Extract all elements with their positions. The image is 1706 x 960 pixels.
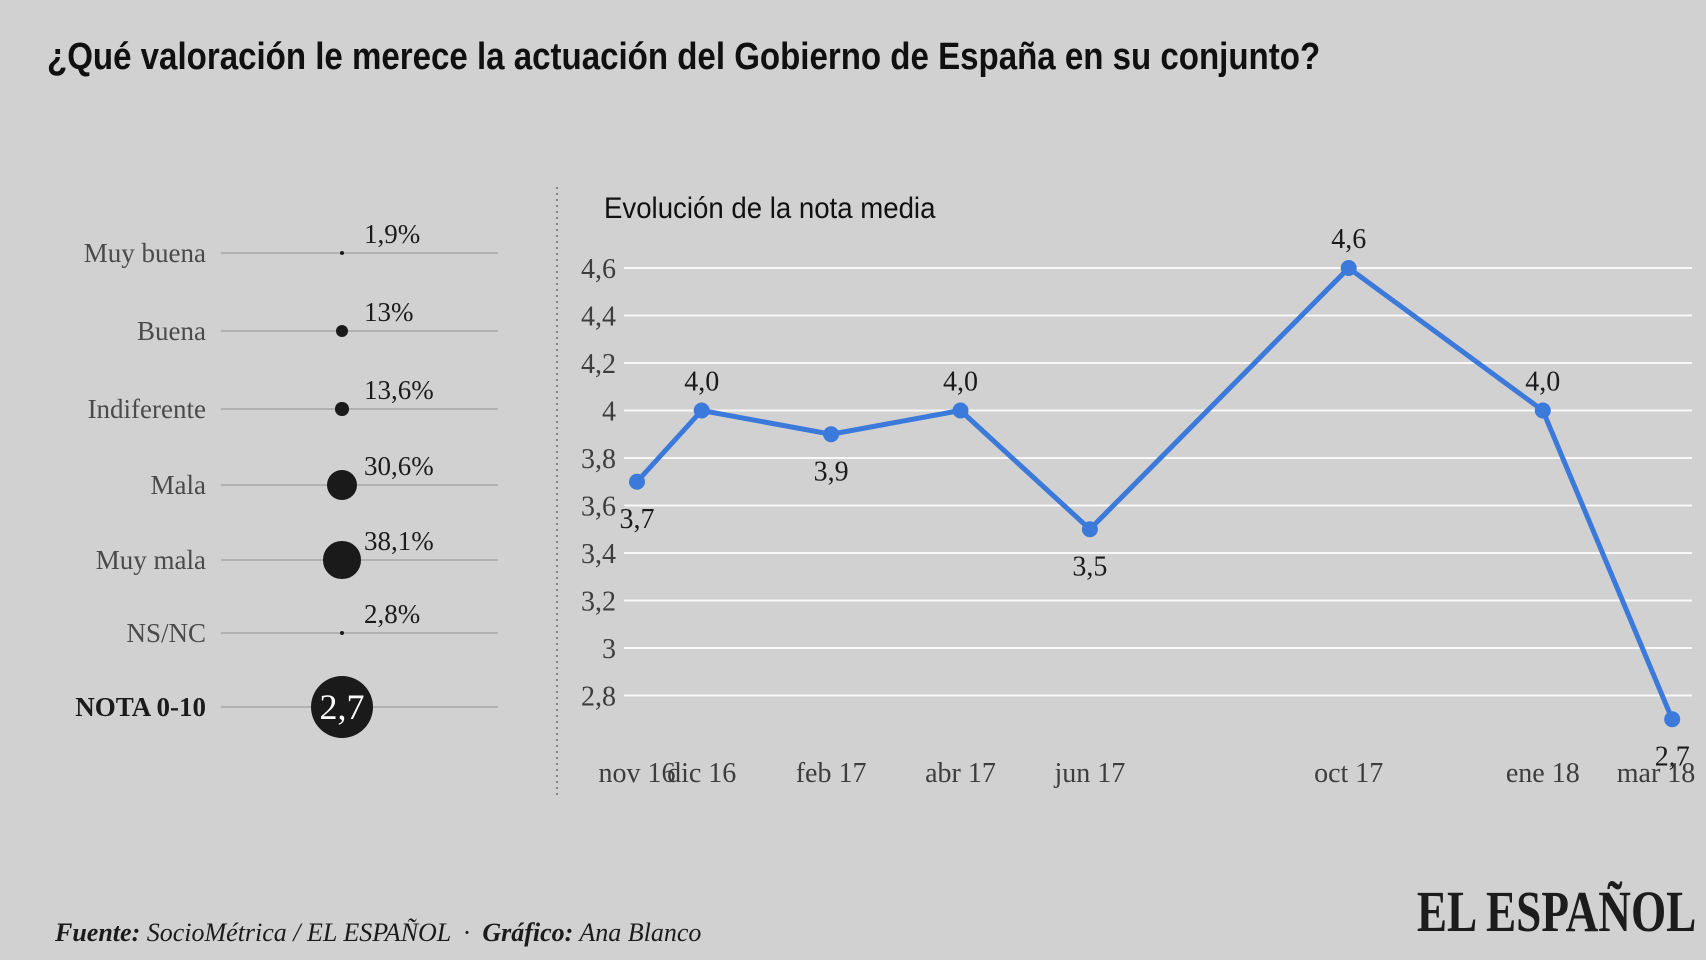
data-point-label: 4,0 xyxy=(684,367,719,398)
x-tick-label: nov 16 xyxy=(599,758,676,789)
dotplot-row-label: Buena xyxy=(137,316,206,346)
nota-bubble xyxy=(311,676,373,738)
dotplot-bubble xyxy=(327,470,357,500)
dotplot-leader-line xyxy=(221,632,498,634)
x-tick-label: ene 18 xyxy=(1506,758,1580,789)
x-tick-label: dic 16 xyxy=(667,758,736,789)
dotplot-value-label: 1,9% xyxy=(364,219,421,249)
dotplot-bubble xyxy=(323,541,361,579)
nota-value: 2,7 xyxy=(319,687,365,727)
data-point xyxy=(1664,711,1681,728)
y-tick-label: 4 xyxy=(602,397,616,428)
dotplot-value-label: 13,6% xyxy=(364,375,434,405)
y-tick-label: 4,6 xyxy=(581,254,616,285)
dotplot-bubble xyxy=(340,251,344,255)
dotplot-row-label: Muy mala xyxy=(95,545,206,575)
data-point xyxy=(693,402,710,419)
dotplot-bubble xyxy=(340,631,344,635)
data-point-label: 3,9 xyxy=(814,456,849,487)
dotplot-row-label: Indiferente xyxy=(87,394,206,424)
source-text: SocioMétrica / EL ESPAÑOL xyxy=(146,918,451,947)
y-tick-label: 3,4 xyxy=(581,539,616,570)
line-chart-title: Evolución de la nota media xyxy=(604,192,936,225)
dotplot-leader-line xyxy=(221,252,498,254)
y-tick-label: 3,6 xyxy=(581,492,616,523)
data-point xyxy=(952,402,969,419)
y-tick-label: 3,8 xyxy=(581,444,616,475)
data-point xyxy=(1340,260,1357,276)
nota-row-label: NOTA 0-10 xyxy=(75,692,206,722)
line-series xyxy=(634,265,1675,722)
credit-label: Gráfico: xyxy=(482,918,574,947)
source-credit: Fuente: SocioMétrica / EL ESPAÑOL · Gráf… xyxy=(55,918,701,948)
x-tick-label: oct 17 xyxy=(1314,758,1383,789)
el-espanol-logo: EL ESPAÑOL xyxy=(1416,879,1696,944)
data-point xyxy=(629,473,645,490)
dotplot-leader-line xyxy=(221,330,498,332)
dotplot-leader-line xyxy=(221,408,498,410)
separator: · xyxy=(463,918,470,947)
dotplot-row-label: Mala xyxy=(150,470,206,500)
source-label: Fuente: xyxy=(55,918,141,947)
dotplot-leader-line xyxy=(221,484,498,486)
y-tick-label: 3 xyxy=(602,634,616,665)
y-tick-label: 4,2 xyxy=(581,349,616,380)
x-tick-label: abr 17 xyxy=(925,758,996,789)
rating-distribution-chart: Muy buena 1,9% Buena 13% Indiferente 13,6% Mal… xyxy=(0,0,540,960)
y-tick-label: 4,4 xyxy=(581,302,616,333)
data-point-label: 3,5 xyxy=(1072,551,1107,582)
x-tick-label: feb 17 xyxy=(796,758,867,789)
dotplot-bubble xyxy=(335,402,349,416)
dotplot-value-label: 13% xyxy=(364,297,414,327)
credit-text: Ana Blanco xyxy=(579,918,702,947)
dotplot-value-label: 38,1% xyxy=(364,526,434,556)
dotplot-row-label: NS/NC xyxy=(126,618,206,648)
data-point-label: 4,0 xyxy=(943,367,978,398)
data-point xyxy=(823,426,840,443)
y-tick-label: 3,2 xyxy=(581,587,616,618)
y-tick-label: 2,8 xyxy=(581,682,616,713)
dotplot-bubble xyxy=(335,324,349,338)
data-point-label: 3,7 xyxy=(620,504,655,535)
dotplot-value-label: 2,8% xyxy=(364,599,421,629)
data-point-label: 4,0 xyxy=(1525,367,1560,398)
data-point xyxy=(1081,521,1098,538)
dotplot-value-label: 30,6% xyxy=(364,451,434,481)
page-title: ¿Qué valoración le merece la actuación d… xyxy=(47,36,1321,78)
nota-media-line-chart: 4,6 4,4 4,2 4 3,8 3,6 3,4 3,2 3 2,8 3,7 nov 16 4,0 di… xyxy=(556,187,1696,797)
x-tick-label: jun 17 xyxy=(1054,758,1126,789)
data-point-label: 4,6 xyxy=(1331,224,1366,255)
x-tick-label: mar 18 xyxy=(1617,758,1696,789)
dotplot-row-label: Muy buena xyxy=(83,238,206,268)
data-point xyxy=(1534,402,1551,419)
data-point-label: 2,7 xyxy=(1655,741,1690,772)
